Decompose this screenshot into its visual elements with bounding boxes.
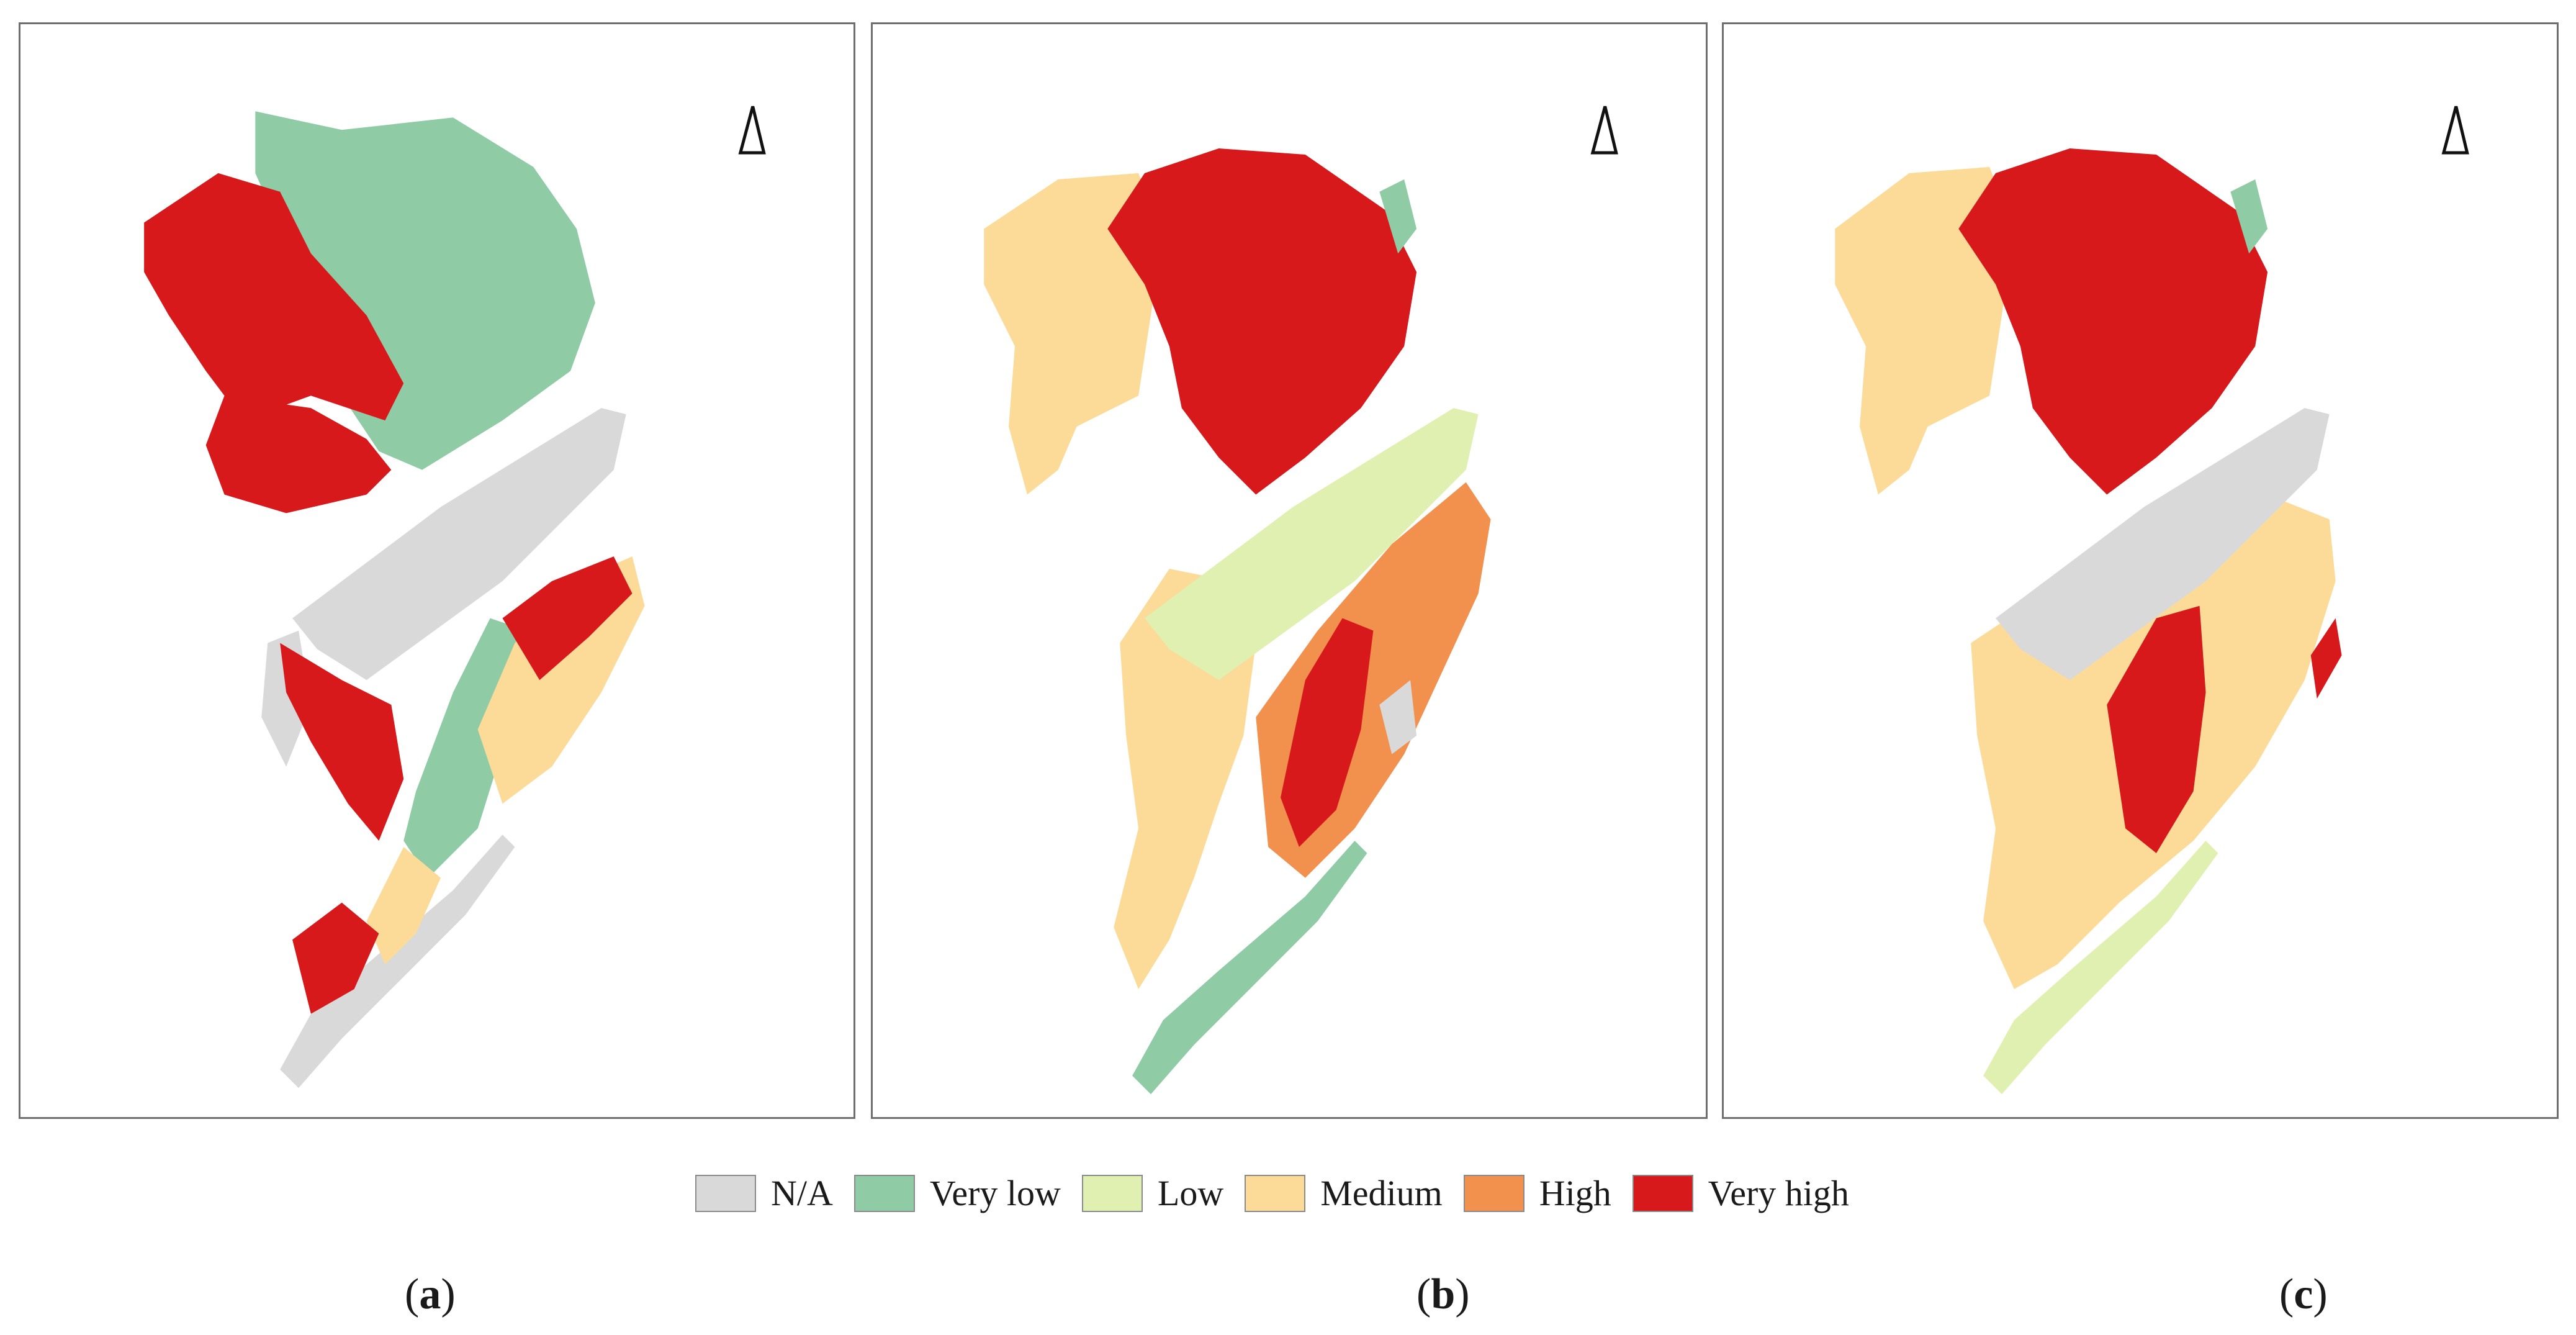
map-c bbox=[1835, 106, 2469, 1095]
region-na-east bbox=[1379, 680, 1417, 754]
north-arrow-a bbox=[738, 106, 766, 155]
map-a bbox=[144, 106, 766, 1088]
legend-item-high: High bbox=[1463, 1173, 1611, 1213]
region-veryhigh-mid-west bbox=[280, 643, 404, 841]
caption-b-letter: b bbox=[1431, 1270, 1456, 1318]
region-low-airport bbox=[1145, 408, 1479, 681]
map-panel-a bbox=[19, 22, 855, 1119]
map-panel-b bbox=[871, 22, 1708, 1119]
legend-label-na: N/A bbox=[771, 1173, 833, 1213]
region-na-south bbox=[280, 835, 515, 1088]
region-veryhigh-west bbox=[205, 396, 392, 514]
legend-label-medium: Medium bbox=[1320, 1173, 1443, 1213]
region-verylow-northeast bbox=[2230, 179, 2268, 254]
region-na-airport bbox=[1996, 408, 2330, 681]
region-veryhigh-mid bbox=[2107, 605, 2206, 853]
caption-c-letter: c bbox=[2294, 1270, 2313, 1318]
region-veryhigh-northwest bbox=[144, 173, 404, 421]
region-na-airport bbox=[292, 408, 626, 681]
map-c-regions bbox=[1835, 148, 2342, 1095]
legend-label-high: High bbox=[1539, 1173, 1611, 1213]
region-veryhigh-north bbox=[1958, 148, 2268, 495]
legend-item-very-high: Very high bbox=[1632, 1173, 1849, 1213]
region-veryhigh-south bbox=[292, 902, 379, 1014]
legend-item-medium: Medium bbox=[1245, 1175, 1443, 1212]
legend-label-very-high: Very high bbox=[1708, 1173, 1849, 1213]
map-panel-c bbox=[1722, 22, 2559, 1119]
region-medium-west bbox=[1835, 166, 2014, 495]
legend-label-very-low: Very low bbox=[929, 1173, 1061, 1213]
caption-a-close: ) bbox=[441, 1270, 456, 1318]
caption-b-close: ) bbox=[1455, 1270, 1470, 1318]
legend-swatch-low bbox=[1081, 1175, 1143, 1212]
map-a-regions bbox=[144, 111, 645, 1088]
region-verylow-northeast bbox=[1379, 179, 1417, 254]
legend-swatch-na bbox=[695, 1175, 756, 1212]
legend-swatch-very-high bbox=[1632, 1175, 1693, 1212]
map-b bbox=[984, 106, 1618, 1095]
region-medium-west bbox=[984, 173, 1163, 495]
region-medium-south bbox=[366, 847, 441, 965]
region-veryhigh-mid bbox=[1281, 618, 1374, 848]
legend-label-low: Low bbox=[1157, 1173, 1224, 1213]
region-verylow-mid bbox=[403, 618, 528, 878]
north-arrow-c bbox=[2441, 106, 2469, 155]
legend-swatch-very-low bbox=[853, 1175, 915, 1212]
caption-a-open: ( bbox=[405, 1270, 420, 1318]
caption-c-close: ) bbox=[2313, 1270, 2328, 1318]
caption-c: (c) bbox=[2279, 1267, 2328, 1323]
region-low-south bbox=[1983, 841, 2218, 1095]
map-b-regions bbox=[984, 148, 1491, 1095]
legend-item-very-low: Very low bbox=[853, 1173, 1061, 1213]
region-veryhigh-east bbox=[2310, 618, 2342, 699]
caption-c-open: ( bbox=[2279, 1270, 2294, 1318]
north-arrow-b bbox=[1590, 106, 1618, 155]
legend-item-na: N/A bbox=[695, 1175, 833, 1212]
caption-a: (a) bbox=[405, 1267, 456, 1323]
legend-swatch-high bbox=[1463, 1175, 1524, 1212]
caption-b-open: ( bbox=[1416, 1270, 1431, 1318]
region-veryhigh-east bbox=[502, 556, 633, 681]
region-veryhigh-north bbox=[1107, 148, 1417, 495]
legend-swatch-medium bbox=[1245, 1175, 1306, 1212]
region-verylow-south bbox=[1132, 841, 1367, 1095]
caption-b: (b) bbox=[1416, 1267, 1470, 1323]
map-legend: N/A Very low Low Medium High Very high bbox=[695, 1169, 1870, 1218]
legend-item-low: Low bbox=[1081, 1173, 1224, 1213]
caption-a-letter: a bbox=[419, 1270, 441, 1318]
